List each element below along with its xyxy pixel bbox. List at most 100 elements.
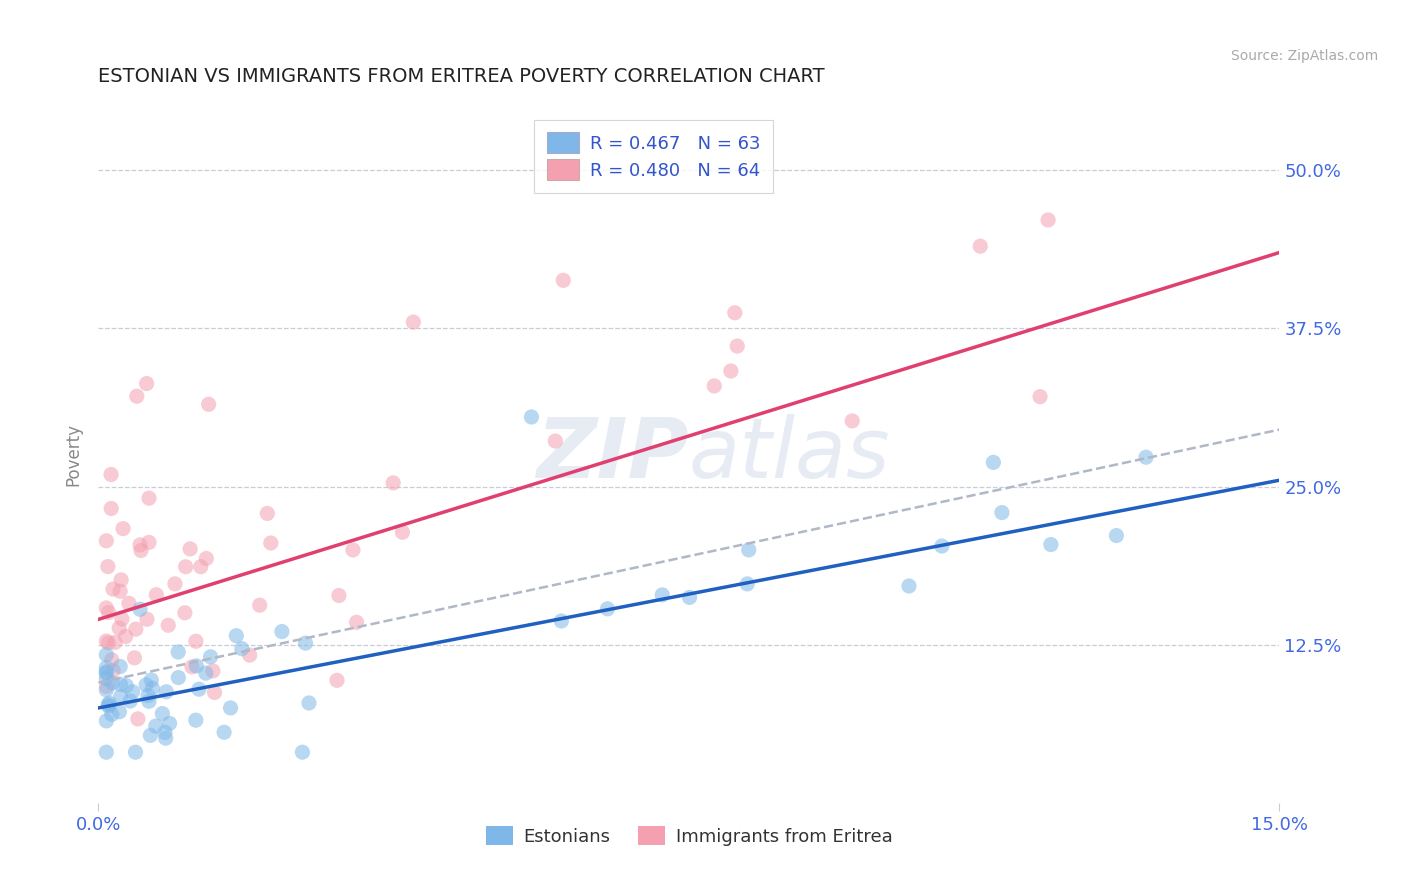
Point [153, 725, 176, 739]
Legend: Estonians, Immigrants from Eritrea: Estonians, Immigrants from Eritrea [478, 819, 900, 853]
Point [100, 653, 122, 667]
Point [110, 573, 132, 587]
Point [983, 455, 1005, 469]
Point [184, 713, 207, 727]
Point [110, 677, 132, 691]
Point [1029, 390, 1052, 404]
Point [703, 379, 725, 393]
Point [249, 598, 271, 612]
Point [127, 712, 149, 726]
Point [898, 579, 921, 593]
Point [96, 682, 118, 697]
Point [150, 706, 173, 721]
Point [724, 306, 747, 320]
Point [201, 664, 224, 678]
Point [1036, 213, 1059, 227]
Point [239, 648, 262, 662]
Point [991, 506, 1014, 520]
Point [225, 629, 247, 643]
Point [138, 694, 160, 708]
Point [326, 673, 349, 688]
Point [96, 714, 118, 728]
Point [544, 434, 567, 448]
Point [141, 681, 163, 696]
Point [256, 507, 278, 521]
Point [124, 745, 146, 759]
Point [195, 551, 218, 566]
Point [738, 542, 761, 557]
Point [184, 634, 207, 648]
Point [97, 559, 120, 574]
Y-axis label: Poverty: Poverty [65, 424, 83, 486]
Text: Source: ZipAtlas.com: Source: ZipAtlas.com [1230, 49, 1378, 63]
Point [96, 533, 118, 548]
Point [103, 664, 125, 678]
Point [735, 577, 758, 591]
Point [97, 636, 120, 650]
Point [260, 536, 283, 550]
Point [96, 745, 118, 759]
Point [179, 541, 201, 556]
Point [115, 679, 138, 693]
Point [194, 666, 217, 681]
Point [98, 696, 121, 710]
Point [104, 635, 127, 649]
Point [553, 273, 575, 287]
Point [157, 618, 180, 632]
Point [231, 641, 253, 656]
Point [96, 648, 118, 662]
Point [720, 364, 742, 378]
Text: atlas: atlas [689, 415, 890, 495]
Point [135, 678, 157, 692]
Point [118, 596, 141, 610]
Point [108, 584, 131, 599]
Point [190, 559, 212, 574]
Point [651, 588, 673, 602]
Point [120, 694, 142, 708]
Point [100, 501, 122, 516]
Point [112, 522, 135, 536]
Point [139, 728, 162, 742]
Point [931, 539, 953, 553]
Point [97, 698, 120, 712]
Point [124, 650, 146, 665]
Point [97, 699, 120, 714]
Point [212, 725, 235, 739]
Point [145, 588, 167, 602]
Point [402, 315, 425, 329]
Point [163, 577, 186, 591]
Point [110, 690, 132, 704]
Point [342, 543, 364, 558]
Point [108, 659, 131, 673]
Point [96, 666, 118, 681]
Point [382, 475, 405, 490]
Point [96, 634, 118, 648]
Point [101, 676, 124, 690]
Point [100, 467, 122, 482]
Point [969, 239, 991, 253]
Point [596, 602, 619, 616]
Point [294, 636, 316, 650]
Point [121, 685, 143, 699]
Point [101, 707, 124, 722]
Point [167, 645, 190, 659]
Point [1039, 537, 1062, 551]
Point [96, 679, 118, 693]
Point [186, 658, 208, 673]
Point [138, 535, 160, 549]
Point [135, 376, 157, 391]
Point [520, 409, 543, 424]
Point [145, 719, 167, 733]
Point [97, 606, 120, 620]
Point [204, 685, 226, 699]
Point [114, 630, 136, 644]
Point [200, 649, 222, 664]
Point [125, 389, 148, 403]
Point [96, 601, 118, 615]
Point [167, 671, 190, 685]
Point [159, 716, 181, 731]
Point [173, 606, 195, 620]
Point [1105, 528, 1128, 542]
Point [96, 660, 118, 674]
Point [129, 538, 152, 552]
